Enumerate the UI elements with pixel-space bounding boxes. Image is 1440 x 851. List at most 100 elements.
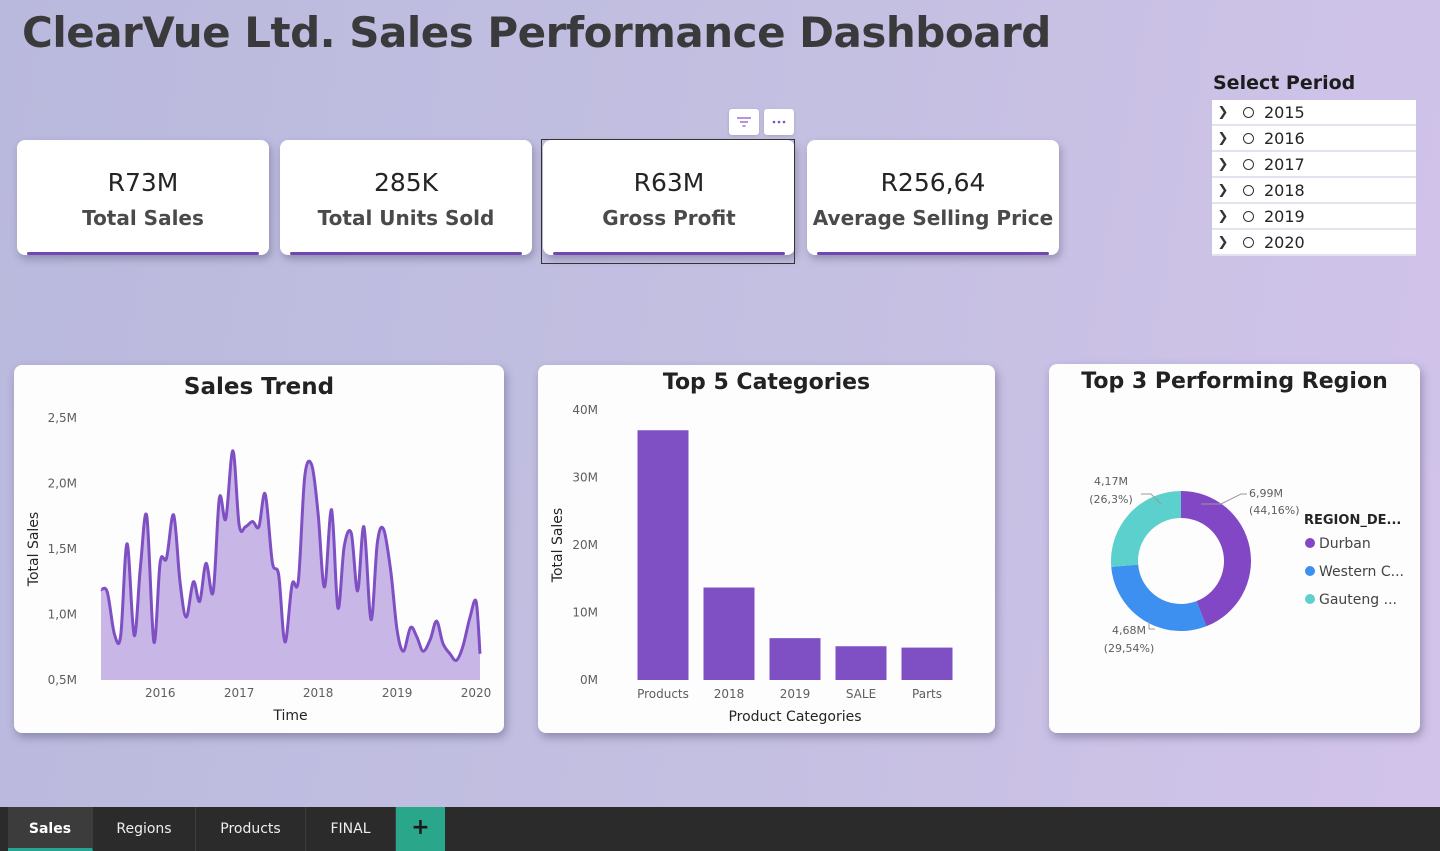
slicer-item-label: 2019: [1264, 206, 1305, 226]
y-tick-label: 40M: [572, 403, 598, 417]
y-tick-label: 1,0M: [48, 608, 77, 622]
slicer-item-2015[interactable]: ❯ 2015: [1212, 100, 1416, 126]
x-axis-title: Time: [272, 708, 307, 724]
page-title: ClearVue Ltd. Sales Performance Dashboar…: [22, 8, 1051, 57]
plus-icon: +: [411, 815, 430, 840]
legend-marker: [1305, 538, 1315, 548]
kpi-card-total-sales[interactable]: R73M Total Sales: [17, 140, 269, 255]
kpi-value: R256,64: [880, 168, 986, 197]
chevron-right-icon[interactable]: ❯: [1217, 130, 1229, 146]
y-axis-title: Total Sales: [550, 508, 566, 583]
x-tick-label: 2020: [461, 686, 492, 700]
chevron-right-icon[interactable]: ❯: [1217, 234, 1229, 250]
radio-button[interactable]: [1243, 132, 1254, 144]
x-tick-label: 2018: [303, 686, 334, 700]
kpi-card-gross-profit[interactable]: R63M Gross Profit: [543, 140, 795, 255]
filter-button[interactable]: [729, 109, 759, 135]
more-options-icon: [772, 120, 786, 124]
x-tick-label: 2017: [224, 686, 255, 700]
y-tick-label: 20M: [572, 538, 598, 552]
data-label-value: 6,99M: [1249, 487, 1283, 500]
kpi-label: Gross Profit: [602, 206, 736, 230]
data-label-percent: (26,3%): [1089, 493, 1133, 506]
chart-title: Top 3 Performing Region: [1081, 369, 1388, 394]
legend-marker: [1305, 566, 1315, 576]
kpi-value: 285K: [373, 168, 439, 197]
y-tick-label: 10M: [572, 606, 598, 620]
filter-icon: [737, 117, 751, 127]
y-tick-label: 0,5M: [48, 673, 77, 687]
kpi-card-average-selling-price[interactable]: R256,64 Average Selling Price: [807, 140, 1059, 255]
tab-regions[interactable]: Regions: [93, 807, 196, 851]
donut-slice: [1181, 491, 1251, 627]
x-tick-label: 2019: [382, 686, 413, 700]
slicer-item-2019[interactable]: ❯ 2019: [1212, 204, 1416, 230]
sales-area: [101, 450, 480, 680]
slicer-list: ❯ 2015 ❯ 2016 ❯ 2017 ❯ 2018 ❯ 2019 ❯ 202…: [1212, 100, 1416, 256]
slicer-item-label: 2017: [1264, 154, 1305, 174]
top-regions-chart: 6,99M (44,16%) 4,68M (29,54%) 4,17M (26,3%) RE…: [1089, 475, 1404, 655]
bar: [835, 646, 887, 680]
top-regions-card[interactable]: Top 3 Performing Region 6,99M (44,16%) 4,6…: [1049, 364, 1420, 733]
leader-line: [1141, 493, 1162, 505]
radio-button[interactable]: [1243, 210, 1254, 222]
kpi-label: Average Selling Price: [812, 206, 1054, 230]
legend-label: Durban: [1319, 536, 1371, 552]
top-categories-chart: 0M 10M 20M 30M 40M Products 2018 2019 SALE Parts P…: [550, 403, 953, 725]
data-label-value: 4,17M: [1094, 475, 1128, 488]
slicer-item-2017[interactable]: ❯ 2017: [1212, 152, 1416, 178]
y-tick-label: 2,5M: [48, 411, 77, 425]
x-tick-label: Parts: [912, 687, 942, 701]
data-label-percent: (29,54%): [1104, 642, 1155, 655]
add-page-button[interactable]: +: [396, 807, 445, 851]
sales-trend-card[interactable]: Sales Trend 0,5M 1,0M 1,5M 2,0M 2,5M 2016 2017…: [14, 365, 504, 733]
tab-products[interactable]: Products: [196, 807, 306, 851]
slicer-item-2016[interactable]: ❯ 2016: [1212, 126, 1416, 152]
chevron-right-icon[interactable]: ❯: [1217, 182, 1229, 198]
radio-button[interactable]: [1243, 106, 1254, 118]
chevron-right-icon[interactable]: ❯: [1217, 208, 1229, 224]
more-options-button[interactable]: [764, 109, 794, 135]
bar: [703, 587, 755, 680]
y-tick-label: 0M: [580, 673, 598, 687]
slicer-item-2020[interactable]: ❯ 2020: [1212, 230, 1416, 256]
x-tick-label: 2018: [714, 687, 745, 701]
donut-slice: [1111, 491, 1181, 567]
y-axis-title: Total Sales: [26, 512, 42, 587]
radio-button[interactable]: [1243, 184, 1254, 196]
legend-marker: [1305, 594, 1315, 604]
radio-button[interactable]: [1243, 158, 1254, 170]
y-tick-label: 2,0M: [48, 477, 77, 491]
donut-slice: [1111, 564, 1207, 631]
x-tick-label: SALE: [846, 687, 876, 701]
x-axis-title: Product Categories: [728, 709, 861, 725]
slicer-title: Select Period: [1213, 72, 1356, 94]
tab-sales[interactable]: Sales: [8, 807, 93, 851]
x-tick-label: Products: [637, 687, 689, 701]
slicer-item-label: 2018: [1264, 180, 1305, 200]
x-tick-label: 2019: [780, 687, 811, 701]
top-categories-card[interactable]: Top 5 Categories 0M 10M 20M 30M 40M Products 2…: [538, 365, 995, 733]
x-tick-label: 2016: [145, 686, 176, 700]
leader-line: [1201, 493, 1247, 505]
data-label-value: 4,68M: [1112, 624, 1146, 637]
sales-line: [100, 449, 482, 663]
period-slicer: Select Period ❯ 2015 ❯ 2016 ❯ 2017 ❯ 201…: [1212, 72, 1416, 256]
data-label-percent: (44,16%): [1249, 504, 1300, 517]
slicer-item-2018[interactable]: ❯ 2018: [1212, 178, 1416, 204]
slicer-item-label: 2016: [1264, 128, 1305, 148]
leader-line: [1148, 621, 1155, 630]
kpi-label: Total Sales: [82, 206, 204, 230]
slicer-item-label: 2020: [1264, 232, 1305, 252]
page-tab-bar: Sales Regions Products FINAL +: [0, 807, 1440, 851]
bar: [637, 430, 689, 680]
chart-title: Sales Trend: [183, 374, 335, 400]
tab-final[interactable]: FINAL: [306, 807, 396, 851]
chart-title: Top 5 Categories: [662, 370, 871, 395]
radio-button[interactable]: [1243, 236, 1254, 248]
kpi-card-total-units-sold[interactable]: 285K Total Units Sold: [280, 140, 532, 255]
bar: [769, 638, 821, 680]
chevron-right-icon[interactable]: ❯: [1217, 156, 1229, 172]
chevron-right-icon[interactable]: ❯: [1217, 104, 1229, 120]
y-tick-label: 30M: [572, 471, 598, 485]
